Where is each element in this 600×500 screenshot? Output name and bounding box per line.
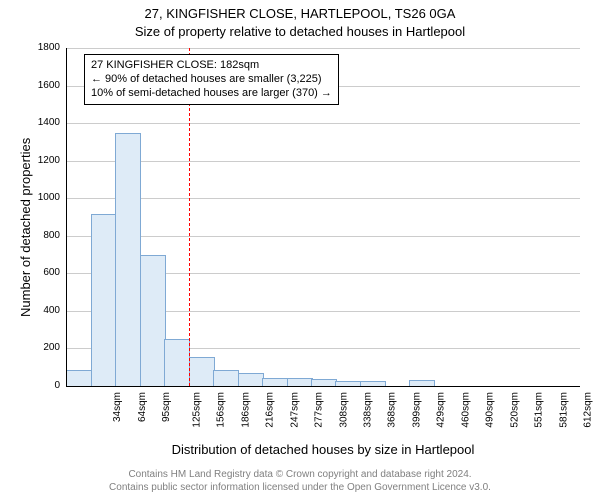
- y-tick-label: 1800: [26, 42, 60, 53]
- y-tick-label: 600: [26, 267, 60, 278]
- footer-line-1: Contains HM Land Registry data © Crown c…: [0, 468, 600, 481]
- y-tick-label: 200: [26, 342, 60, 353]
- histogram-bar: [189, 357, 215, 386]
- y-tick-label: 800: [26, 230, 60, 241]
- y-axis-line: [66, 48, 67, 386]
- gridline: [66, 236, 580, 237]
- histogram-bar: [213, 370, 239, 386]
- x-tick-label: 612sqm: [583, 392, 594, 428]
- x-tick-label: 581sqm: [558, 392, 569, 428]
- x-tick-label: 277sqm: [314, 392, 325, 428]
- x-axis-line: [66, 386, 580, 387]
- info-box-line: ← 90% of detached houses are smaller (3,…: [91, 73, 332, 87]
- histogram-bar: [262, 378, 288, 387]
- histogram-bar: [91, 214, 117, 386]
- x-tick-label: 338sqm: [363, 392, 374, 428]
- chart-container: { "chart": { "type": "histogram-bar", "t…: [0, 0, 600, 500]
- histogram-bar: [287, 378, 313, 387]
- x-tick-label: 64sqm: [137, 392, 148, 422]
- gridline: [66, 198, 580, 199]
- x-tick-label: 186sqm: [240, 392, 251, 428]
- histogram-bar: [311, 379, 337, 386]
- x-tick-label: 490sqm: [485, 392, 496, 428]
- gridline: [66, 123, 580, 124]
- x-tick-label: 308sqm: [338, 392, 349, 428]
- histogram-bar: [140, 255, 166, 387]
- x-axis-label: Distribution of detached houses by size …: [66, 442, 580, 457]
- info-box-line: 10% of semi-detached houses are larger (…: [91, 87, 332, 101]
- x-tick-label: 520sqm: [509, 392, 520, 428]
- y-tick-label: 1200: [26, 155, 60, 166]
- y-tick-label: 1600: [26, 80, 60, 91]
- x-tick-label: 125sqm: [191, 392, 202, 428]
- histogram-bar: [238, 373, 264, 386]
- x-tick-label: 95sqm: [161, 392, 172, 422]
- x-tick-label: 216sqm: [265, 392, 276, 428]
- x-tick-label: 460sqm: [460, 392, 471, 428]
- gridline: [66, 161, 580, 162]
- histogram-bar: [66, 370, 92, 386]
- x-tick-label: 399sqm: [412, 392, 423, 428]
- info-box-line: 27 KINGFISHER CLOSE: 182sqm: [91, 59, 332, 73]
- plot-area: 27 KINGFISHER CLOSE: 182sqm← 90% of deta…: [66, 48, 580, 386]
- info-box: 27 KINGFISHER CLOSE: 182sqm← 90% of deta…: [84, 54, 339, 105]
- x-tick-label: 156sqm: [216, 392, 227, 428]
- y-tick-label: 1400: [26, 117, 60, 128]
- chart-footer: Contains HM Land Registry data © Crown c…: [0, 468, 600, 494]
- chart-subtitle: Size of property relative to detached ho…: [0, 24, 600, 39]
- x-tick-label: 34sqm: [112, 392, 123, 422]
- x-tick-label: 368sqm: [387, 392, 398, 428]
- chart-title: 27, KINGFISHER CLOSE, HARTLEPOOL, TS26 0…: [0, 6, 600, 21]
- x-tick-label: 429sqm: [436, 392, 447, 428]
- gridline: [66, 48, 580, 49]
- x-tick-label: 551sqm: [534, 392, 545, 428]
- y-tick-label: 1000: [26, 192, 60, 203]
- y-tick-label: 400: [26, 305, 60, 316]
- footer-line-2: Contains public sector information licen…: [0, 481, 600, 494]
- histogram-bar: [115, 133, 141, 386]
- histogram-bar: [164, 339, 190, 386]
- y-tick-label: 0: [26, 380, 60, 391]
- x-tick-label: 247sqm: [289, 392, 300, 428]
